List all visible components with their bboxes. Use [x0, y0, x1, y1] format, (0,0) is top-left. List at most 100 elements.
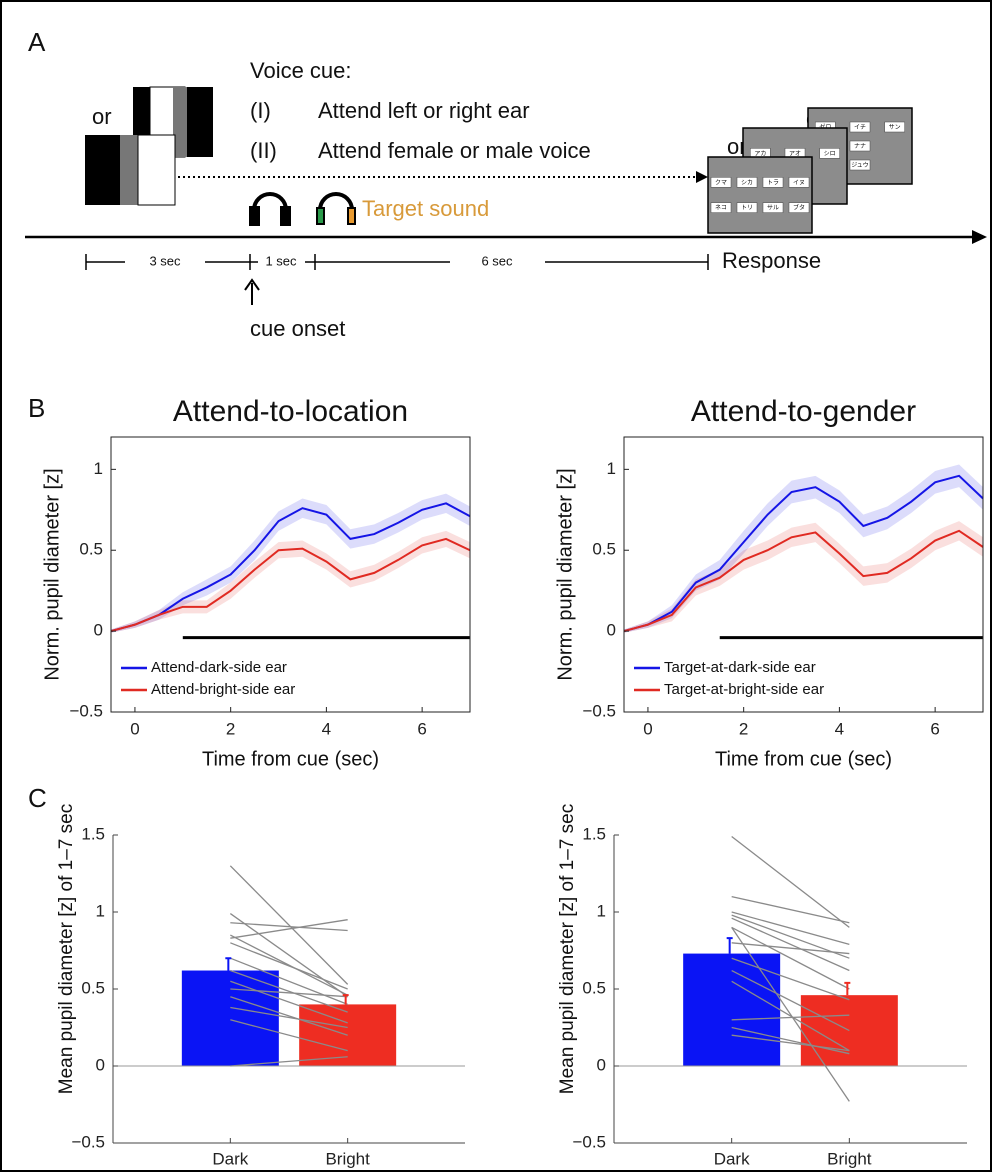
subject-line — [230, 922, 348, 932]
y-tick-label: 1.5 — [582, 824, 606, 843]
word: クマ — [715, 179, 727, 186]
x-tick-label: Bright — [827, 1149, 872, 1168]
word-box — [762, 202, 784, 213]
word: イヌ — [793, 179, 805, 186]
y-tick-label: 0 — [597, 1055, 606, 1074]
response: Response — [722, 248, 821, 273]
x-tick-label: 6 — [930, 719, 939, 738]
subject-line — [731, 1034, 850, 1052]
x-tick-label: 0 — [643, 719, 652, 738]
duration: 3 sec — [149, 253, 181, 268]
option-number: (II) — [250, 138, 277, 163]
subject-line — [731, 917, 850, 972]
word: アオ — [789, 150, 801, 157]
stimulus — [85, 86, 213, 206]
x-tick-label: 4 — [322, 719, 331, 738]
arrow-head — [696, 171, 708, 183]
word-box — [788, 202, 810, 213]
cue-arrow-head — [244, 278, 260, 291]
word: シカ — [741, 179, 753, 186]
x-tick-label: Dark — [714, 1149, 750, 1168]
x-tick-label: 2 — [739, 719, 748, 738]
y-tick-label: 0 — [607, 621, 616, 640]
word-box — [884, 121, 905, 133]
x-axis-label: Time from cue (sec) — [715, 748, 892, 770]
y-tick-label: 1 — [607, 459, 616, 478]
legend-box — [116, 653, 333, 705]
y-axis-label: Norm. pupil diameter [z] — [41, 468, 63, 680]
error-bar — [225, 957, 232, 971]
duration: 6 sec — [481, 253, 513, 268]
word-box — [710, 202, 732, 213]
x-tick-label: 0 — [130, 719, 139, 738]
y-tick-label: 1 — [96, 901, 105, 920]
or-label: or — [92, 104, 112, 129]
subject-line — [230, 934, 348, 996]
legend-label: Attend-dark-side ear — [151, 659, 287, 676]
option-text: Attend left or right ear — [318, 98, 530, 123]
y-tick-label: 0.5 — [592, 540, 616, 559]
duration-brackets — [85, 254, 709, 270]
word-box — [762, 177, 784, 188]
subject-line — [731, 914, 850, 959]
y-axis-label: Mean pupil diameter [z] of 1–7 sec — [557, 804, 578, 1094]
subject-line — [731, 911, 850, 945]
word: ブタ — [793, 204, 805, 212]
chart-title: Attend-to-location — [173, 395, 408, 428]
line — [110, 502, 471, 633]
y-tick-label: 0.5 — [81, 978, 105, 997]
subject-line — [731, 942, 850, 955]
subject-line — [230, 969, 348, 1013]
word: サン — [889, 124, 901, 131]
y-tick-label: −0.5 — [71, 1132, 105, 1151]
chart-title: Attend-to-gender — [691, 395, 916, 428]
word: トリ — [741, 206, 753, 212]
word: サル — [767, 205, 779, 212]
line — [110, 537, 471, 633]
line — [623, 529, 984, 633]
panel-letter: B — [28, 393, 45, 423]
panel-letter: C — [28, 783, 47, 813]
y-tick-label: 0 — [96, 1055, 105, 1074]
error-bar — [342, 994, 349, 1005]
line — [623, 474, 984, 633]
panel-letter: A — [28, 27, 46, 57]
subject-line — [731, 895, 850, 924]
word-box — [849, 121, 871, 133]
subject-line — [731, 927, 850, 1102]
subject-line — [731, 1026, 850, 1055]
subject-line — [230, 988, 348, 998]
legend-box — [629, 653, 846, 705]
y-axis-label: Mean pupil diameter [z] of 1–7 sec — [56, 804, 77, 1094]
legend-label: Attend-bright-side ear — [151, 681, 295, 698]
bar — [683, 953, 781, 1066]
target-sound: Target sound — [362, 196, 489, 221]
word: トラ — [767, 179, 779, 186]
word: ゼロ — [819, 123, 831, 131]
axes-box — [623, 436, 984, 713]
voice-cue: Voice cue: — [250, 58, 352, 83]
subject-line — [731, 957, 850, 1001]
x-tick-label: 2 — [226, 719, 235, 738]
subject-line — [731, 836, 850, 928]
headphones — [249, 192, 356, 226]
subject-line — [731, 969, 850, 1032]
x-tick-label: Bright — [325, 1149, 370, 1168]
subject-line — [230, 996, 348, 1036]
error-bar — [844, 981, 851, 996]
axes-box — [110, 436, 471, 713]
word: イチ — [854, 124, 866, 131]
y-tick-label: −0.5 — [69, 701, 103, 720]
word: ジュウ — [851, 161, 869, 169]
y-axis-label: Norm. pupil diameter [z] — [554, 468, 576, 680]
word-box — [788, 177, 810, 188]
word-box — [710, 177, 732, 188]
or-label: or — [727, 134, 747, 159]
subject-line — [230, 942, 348, 990]
y-tick-label: 0.5 — [582, 978, 606, 997]
subject-line — [731, 926, 850, 990]
y-tick-label: 1 — [94, 459, 103, 478]
subject-line — [229, 913, 349, 998]
